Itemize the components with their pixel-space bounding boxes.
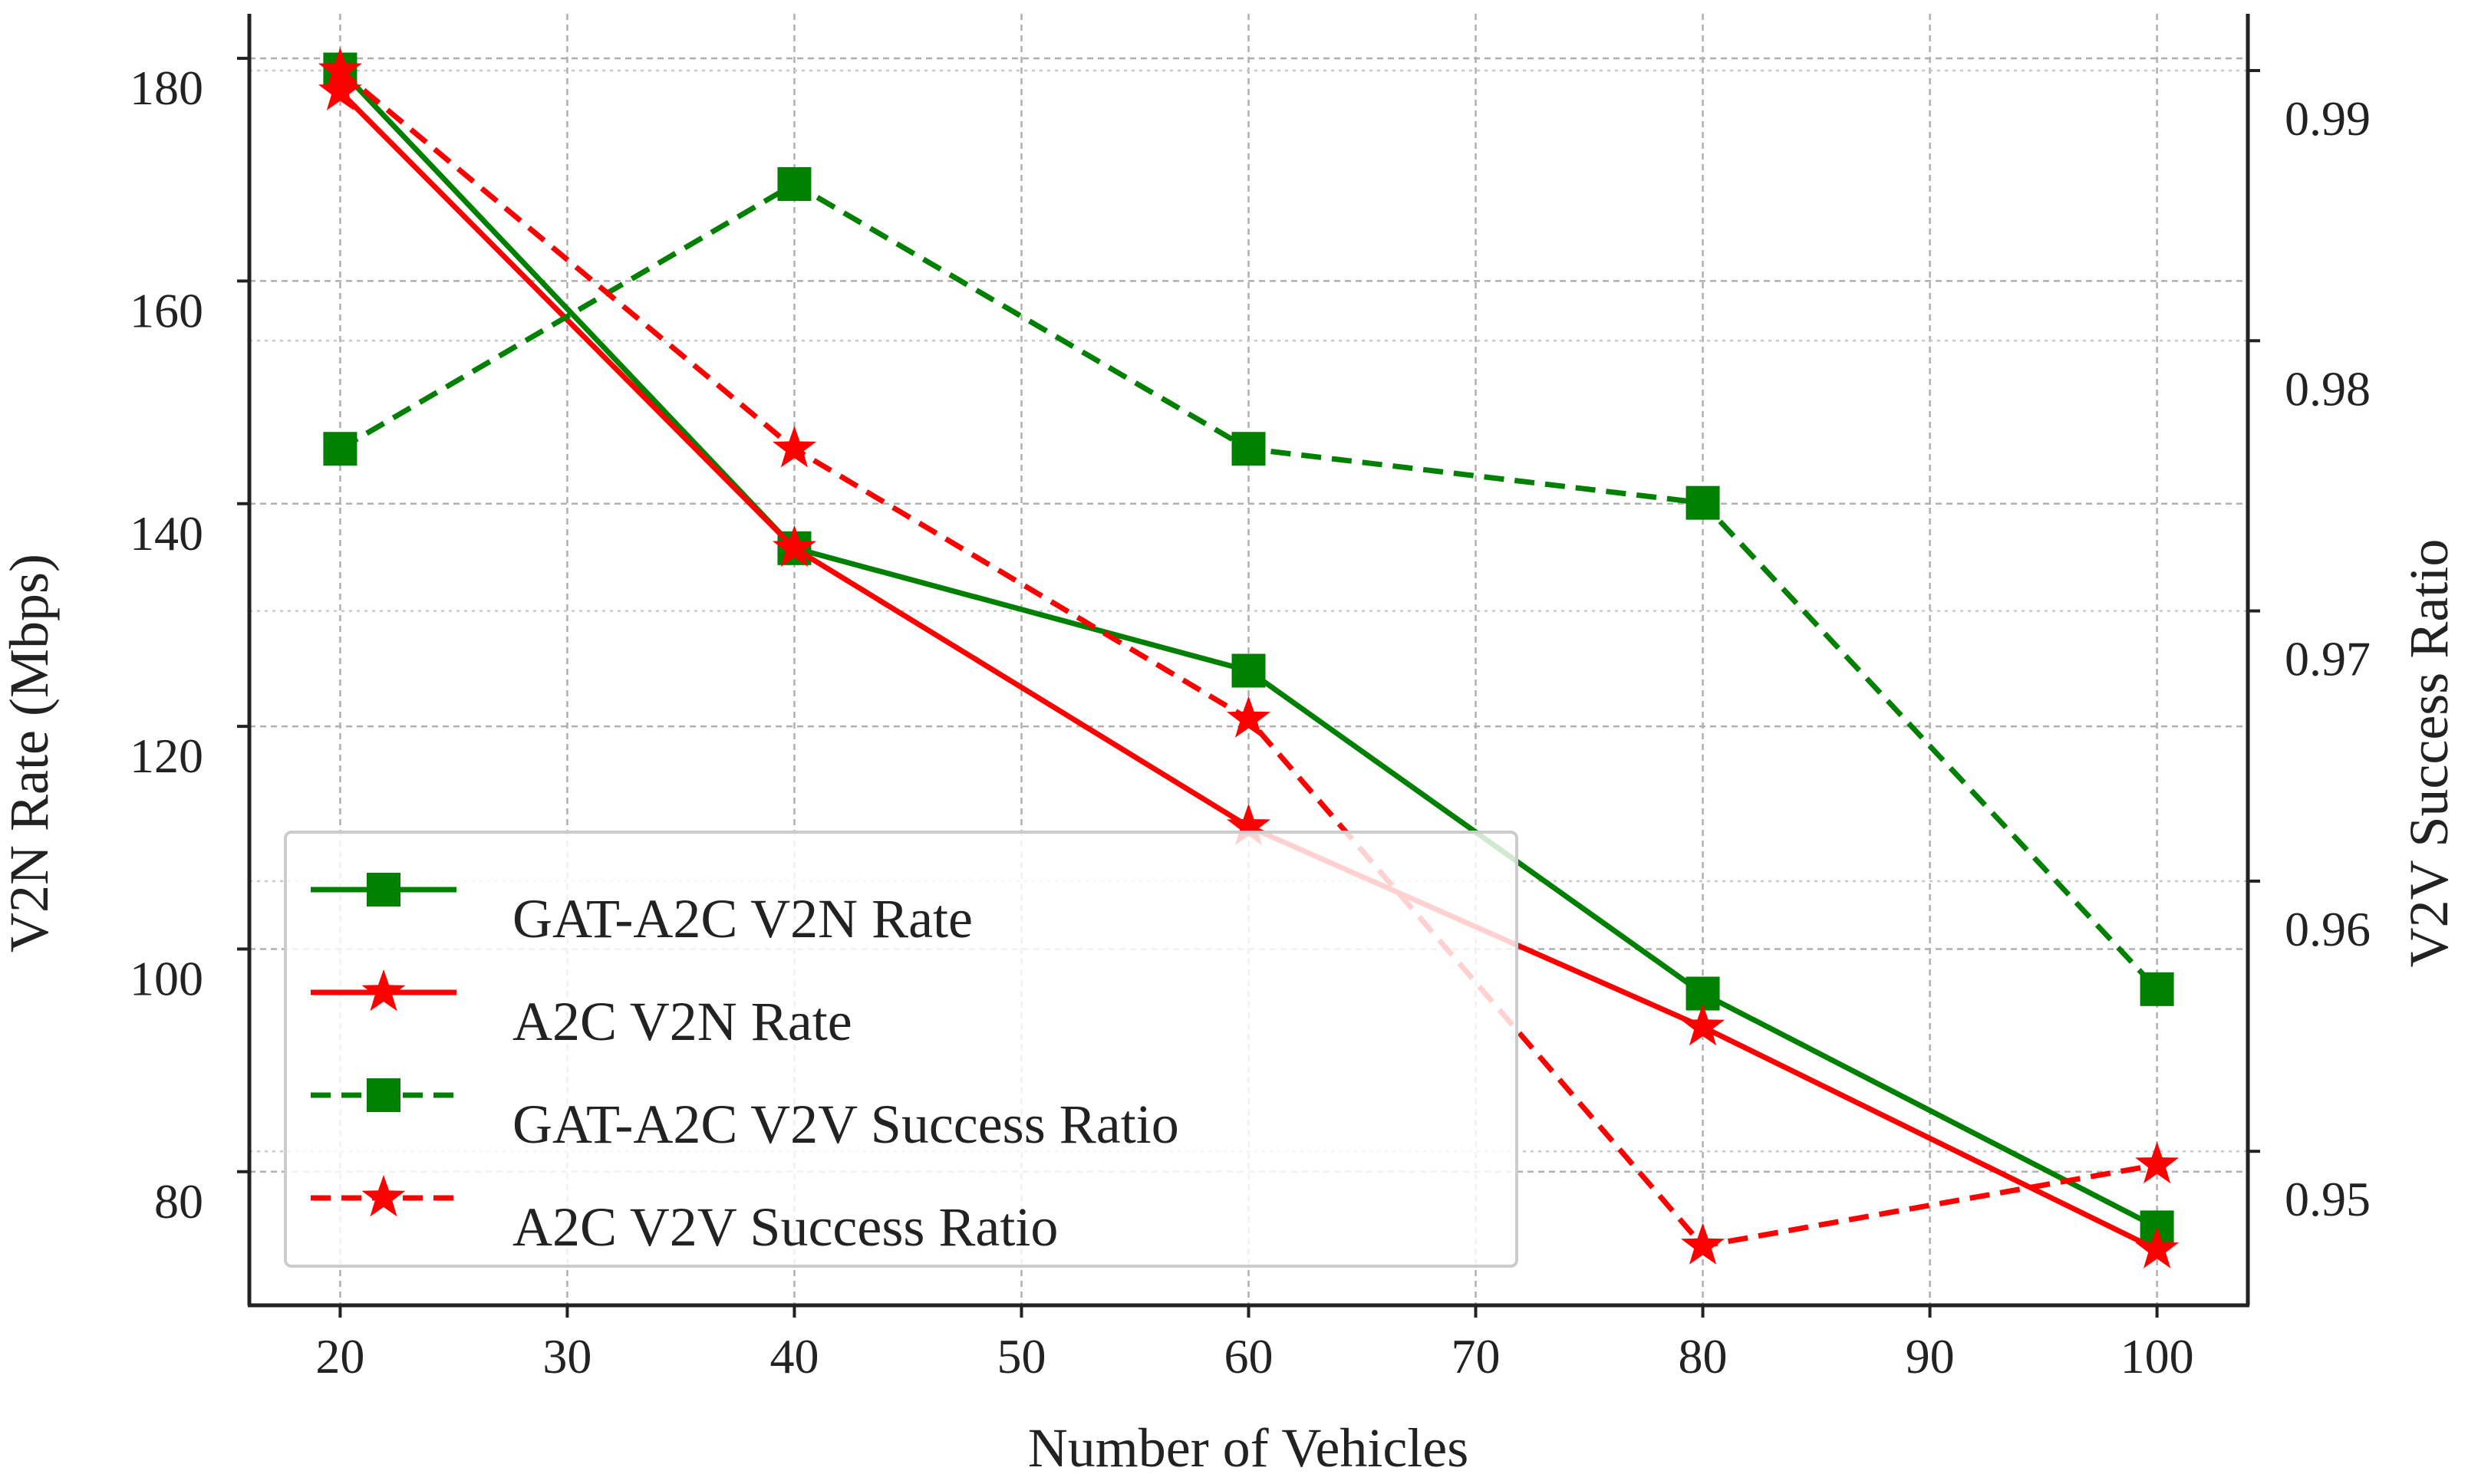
series-layer: [318, 48, 2180, 1268]
legend-label: A2C V2N Rate: [512, 991, 852, 1052]
data-point-marker: [1227, 696, 1270, 738]
data-point-marker: [777, 166, 812, 201]
data-point-marker: [772, 426, 816, 468]
data-point-marker: [2135, 1141, 2180, 1184]
left-y-tick-label: 180: [130, 61, 203, 115]
data-point-marker: [1681, 1222, 1725, 1265]
x-tick-label: 50: [997, 1329, 1046, 1384]
legend-label: GAT-A2C V2N Rate: [512, 888, 973, 949]
data-point-marker: [2135, 1226, 2180, 1268]
right-y-tick-label: 0.96: [2285, 902, 2371, 956]
left-y-tick-label: 100: [130, 951, 203, 1005]
right-y-tick-label: 0.95: [2285, 1172, 2371, 1226]
data-point-marker: [323, 432, 358, 466]
left-y-tick-label: 80: [154, 1174, 203, 1229]
legend-marker-sample: [361, 969, 406, 1012]
right-y-tick-label: 0.97: [2285, 632, 2371, 686]
series-a2c-v2v-success-ratio: [318, 48, 2180, 1265]
x-tick-label: 100: [2120, 1329, 2194, 1384]
x-tick-label: 20: [315, 1329, 364, 1384]
x-tick-label: 80: [1679, 1329, 1728, 1384]
data-point-marker: [1231, 653, 1266, 688]
series-a2c-v2n-rate: [318, 68, 2180, 1268]
data-point-marker: [1231, 432, 1266, 466]
right-y-axis-title: V2V Success Ratio: [2398, 539, 2460, 968]
data-point-marker: [318, 48, 362, 90]
legend-label: A2C V2V Success Ratio: [512, 1196, 1058, 1258]
x-tick-label: 70: [1452, 1329, 1501, 1384]
x-tick-label: 30: [542, 1329, 591, 1384]
legend-marker-sample: [367, 873, 400, 907]
data-point-marker: [1686, 485, 1720, 520]
left-y-tick-label: 120: [130, 729, 203, 783]
left-y-axis-title: V2N Rate (Mbps): [0, 554, 60, 953]
legend-entry: GAT-A2C V2V Success Ratio: [311, 1078, 1179, 1155]
data-point-marker: [1227, 803, 1270, 845]
x-axis-title: Number of Vehicles: [1028, 1417, 1469, 1479]
axes-layer: 20 30 40 50 60 70 80 90 100 80 100 120 140 160 180 0.95…: [130, 14, 2371, 1384]
left-y-tick-label: 160: [130, 283, 203, 337]
x-tick-label: 90: [1906, 1329, 1955, 1384]
x-tick-label: 60: [1224, 1329, 1274, 1384]
legend-frame: [284, 831, 1518, 1268]
data-point-marker: [2140, 972, 2174, 1006]
legend-items: GAT-A2C V2N Rate A2C V2N Rate GAT-A2C V2V …: [311, 873, 1179, 1258]
legend: GAT-A2C V2N Rate A2C V2N Rate GAT-A2C V2V …: [284, 831, 1518, 1268]
legend-label: GAT-A2C V2V Success Ratio: [512, 1094, 1179, 1155]
legend-entry: A2C V2V Success Ratio: [311, 1175, 1058, 1258]
series-gat-a2c-v2v-success-ratio: [323, 166, 2174, 1006]
data-point-marker: [772, 525, 816, 568]
left-y-tick-label: 140: [130, 506, 203, 561]
x-tick-label: 40: [769, 1329, 819, 1384]
right-y-tick-label: 0.99: [2285, 91, 2371, 146]
legend-entry: GAT-A2C V2N Rate: [311, 873, 973, 949]
right-y-tick-label: 0.98: [2285, 361, 2371, 416]
legend-marker-sample: [361, 1175, 406, 1217]
legend-marker-sample: [367, 1078, 400, 1112]
data-point-marker: [1681, 1004, 1725, 1046]
legend-entry: A2C V2N Rate: [311, 969, 852, 1052]
data-point-marker: [318, 68, 362, 110]
